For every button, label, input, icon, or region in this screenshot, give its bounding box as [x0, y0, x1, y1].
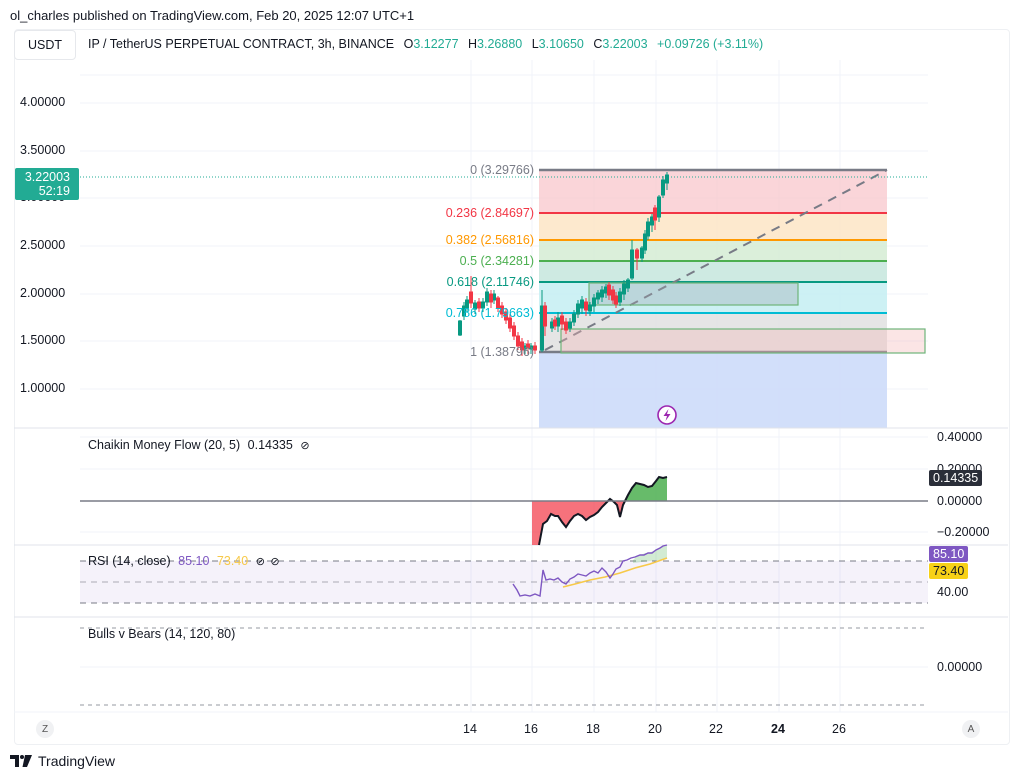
- time-tick: 18: [586, 722, 600, 736]
- currency-button[interactable]: USDT: [14, 30, 76, 60]
- hidden-eye-icon[interactable]: ⊘: [255, 556, 265, 568]
- fib-retracement[interactable]: [539, 168, 888, 428]
- auto-scale-button[interactable]: A: [962, 720, 980, 738]
- rectangle-drawing-lower[interactable]: [560, 328, 926, 354]
- tradingview-brand[interactable]: TradingView: [10, 753, 115, 769]
- fib-label-1: 1 (1.38796): [470, 345, 534, 359]
- rsi-legend: RSI (14, close) 85.10 73.40 ⊘ ⊘: [88, 554, 280, 568]
- time-tick-bold: 24: [771, 722, 785, 736]
- rsi-value: 85.10: [178, 554, 210, 568]
- rsi-value-tag: 85.10: [929, 546, 969, 562]
- symbol-legend: IP / TetherUS PERPETUAL CONTRACT, 3h, BI…: [88, 37, 763, 51]
- fib-label-0618: 0.618 (2.11746): [446, 275, 534, 289]
- cmf-tick: 0.00000: [937, 494, 983, 508]
- open-label: O: [403, 37, 414, 51]
- close-value: 3.22003: [602, 37, 648, 51]
- open-value: 3.12277: [413, 37, 459, 51]
- close-label: C: [593, 37, 603, 51]
- price-tick: 4.00000: [20, 95, 66, 109]
- timezone-button[interactable]: Z: [36, 720, 54, 738]
- candlesticks: [458, 172, 669, 356]
- change-value: +0.09726 (+3.11%): [657, 37, 764, 51]
- time-tick: 14: [463, 722, 477, 736]
- price-tick: 1.50000: [20, 333, 66, 347]
- high-label: H: [468, 37, 478, 51]
- time-tick: 16: [524, 722, 538, 736]
- time-tick: 22: [709, 722, 723, 736]
- fib-label-05: 0.5 (2.34281): [459, 254, 534, 268]
- bvb-pane: [80, 627, 928, 706]
- symbol-title: IP / TetherUS PERPETUAL CONTRACT, 3h, BI…: [88, 37, 395, 51]
- hidden-eye-icon[interactable]: ⊘: [270, 556, 280, 568]
- published-by-line: ol_charles published on TradingView.com,…: [10, 8, 415, 23]
- brand-name: TradingView: [38, 753, 116, 769]
- time-tick: 26: [832, 722, 846, 736]
- cmf-title: Chaikin Money Flow (20, 5): [88, 438, 241, 452]
- fib-label-0: 0 (3.29766): [470, 163, 534, 177]
- cmf-pane: [80, 436, 928, 546]
- price-tick: 3.50000: [20, 143, 66, 157]
- rsi-ma-value: 73.40: [216, 554, 249, 568]
- time-tick: 20: [648, 722, 662, 736]
- rsi-title: RSI (14, close): [88, 554, 171, 568]
- rectangle-drawing-upper[interactable]: [588, 282, 799, 306]
- tradingview-logo-icon: [10, 755, 32, 767]
- last-price-value: 3.22003: [24, 170, 70, 184]
- lightning-event-icon[interactable]: [657, 405, 677, 425]
- cmf-tick: 0.40000: [937, 430, 983, 444]
- price-tick: 1.00000: [20, 381, 66, 395]
- hidden-eye-icon[interactable]: ⊘: [300, 440, 310, 452]
- bvb-tick: 0.00000: [937, 660, 983, 674]
- rsi-pane: [80, 544, 928, 604]
- cmf-value-tag: 0.14335: [929, 470, 983, 486]
- cmf-tick: −0.20000: [937, 525, 990, 539]
- cmf-value: 0.14335: [247, 438, 293, 452]
- high-value: 3.26880: [477, 37, 523, 51]
- cmf-legend: Chaikin Money Flow (20, 5) 0.14335 ⊘: [88, 438, 310, 452]
- low-value: 3.10650: [538, 37, 584, 51]
- last-price-tag: 3.22003 52:19: [15, 168, 79, 200]
- bvb-title: Bulls v Bears (14, 120, 80): [88, 627, 236, 641]
- price-tick: 2.00000: [20, 286, 66, 300]
- rsi-ma-tag: 73.40: [929, 563, 969, 579]
- price-tick: 2.50000: [20, 238, 66, 252]
- rsi-tick: 40.00: [937, 585, 969, 599]
- fib-label-0786: 0.786 (1.79663): [445, 306, 534, 320]
- fib-label-0382: 0.382 (2.56816): [445, 233, 534, 247]
- fib-label-0236: 0.236 (2.84697): [445, 206, 534, 220]
- bar-countdown: 52:19: [38, 184, 70, 198]
- low-label: L: [531, 37, 539, 51]
